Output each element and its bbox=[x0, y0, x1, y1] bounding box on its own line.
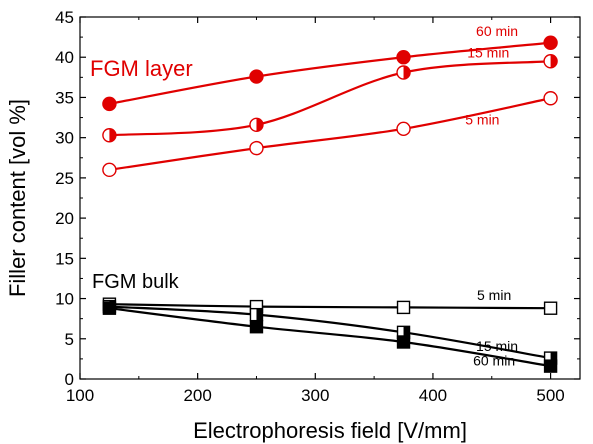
group-label-fgm-layer: FGM layer bbox=[90, 56, 193, 81]
y-tick-label: 35 bbox=[55, 88, 74, 107]
data-point bbox=[396, 335, 411, 349]
y-tick-label: 40 bbox=[55, 48, 74, 67]
series-line bbox=[109, 305, 551, 360]
data-point-half bbox=[403, 66, 411, 80]
data-point-half bbox=[550, 352, 557, 365]
series-lines bbox=[109, 41, 551, 368]
series-label: 5 min bbox=[465, 112, 499, 128]
data-point bbox=[543, 301, 558, 315]
series-label: 15 min bbox=[476, 338, 518, 354]
data-point-half bbox=[403, 326, 410, 339]
data-point bbox=[396, 121, 411, 137]
y-tick-label: 25 bbox=[55, 169, 74, 188]
y-tick-label: 0 bbox=[65, 370, 74, 389]
data-point bbox=[543, 35, 558, 50]
data-point bbox=[396, 50, 411, 65]
y-tick-label: 15 bbox=[55, 249, 74, 268]
series-line bbox=[109, 41, 551, 105]
data-point-half bbox=[550, 54, 558, 68]
x-axis-label: Electrophoresis field [V/mm] bbox=[193, 418, 467, 443]
y-axis-label: Filler content [vol %] bbox=[5, 99, 30, 297]
data-point bbox=[249, 140, 264, 156]
x-tick-label: 200 bbox=[183, 386, 211, 405]
y-tick-label: 10 bbox=[55, 290, 74, 309]
y-tick-label: 20 bbox=[55, 209, 74, 228]
series-line bbox=[109, 303, 551, 310]
data-point bbox=[249, 69, 264, 84]
x-tick-label: 400 bbox=[419, 386, 447, 405]
series-line bbox=[109, 97, 551, 171]
data-point bbox=[102, 96, 117, 112]
series-label: 60 min bbox=[476, 23, 518, 39]
axis-ticks: 100 200 300 400 500 0 5 10 15 20 25 30 35 40 45 bbox=[55, 8, 580, 405]
x-tick-label: 500 bbox=[536, 386, 564, 405]
series-line bbox=[109, 307, 551, 368]
x-tick-label: 100 bbox=[66, 386, 94, 405]
data-point bbox=[543, 359, 558, 373]
data-point-half bbox=[256, 118, 263, 132]
data-point bbox=[396, 300, 411, 315]
data-point bbox=[249, 320, 264, 334]
series-label: 15 min bbox=[467, 45, 509, 61]
series-line bbox=[109, 60, 551, 137]
y-tick-label: 45 bbox=[55, 8, 74, 27]
data-point-half bbox=[256, 308, 263, 321]
data-point bbox=[543, 91, 558, 106]
y-tick-label: 30 bbox=[55, 129, 74, 148]
group-label-fgm-bulk: FGM bulk bbox=[92, 271, 180, 293]
x-tick-label: 300 bbox=[301, 386, 329, 405]
data-point bbox=[102, 301, 117, 315]
data-point bbox=[102, 162, 117, 178]
series-label: 5 min bbox=[477, 287, 511, 303]
series-markers bbox=[102, 35, 558, 373]
data-point-half bbox=[109, 128, 116, 142]
series-label: 60 min bbox=[473, 353, 515, 369]
y-tick-label: 5 bbox=[65, 330, 74, 349]
